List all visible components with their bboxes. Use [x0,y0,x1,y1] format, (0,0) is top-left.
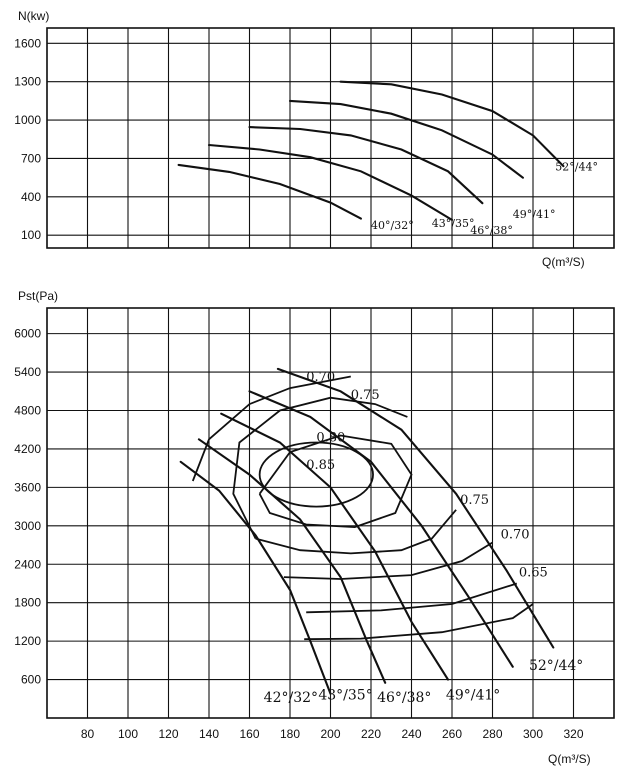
power-chart: N(kw) Q(m³/S) 100 400 700 1000 1300 1600 40°/3… [14,9,615,269]
pressure-chart: Pst(Pa) Q(m³/S) 600 1200 1800 2400 3000 3600 4… [14,289,615,766]
pressure-x-tick-label: 80 [81,727,95,741]
power-plot-frame [46,27,615,249]
pressure-curve [197,438,387,684]
pressure-x-tick-label: 260 [442,727,462,741]
pressure-curve-label: 46°/38° [377,690,431,706]
pressure-curve-label: 49°/41° [446,687,500,703]
efficiency-contour [258,434,413,529]
pressure-y-tick-label: 600 [21,673,41,687]
efficiency-contour [304,603,534,641]
pressure-curve [179,460,332,695]
pressure-curve [220,412,450,681]
power-curve [207,143,454,221]
efficiency-contour [306,582,518,614]
pressure-x-tick-label: 160 [239,727,259,741]
power-curve [248,126,484,205]
pressure-x-tick-label: 280 [482,727,502,741]
efficiency-label: 0.85 [306,458,335,473]
pressure-x-tick-label: 240 [401,727,421,741]
pressure-y-tick-label: 2400 [14,557,41,571]
pressure-x-tick-label: 140 [199,727,219,741]
efficiency-contour [191,375,351,482]
power-curve-label: 52°/44° [555,161,598,174]
efficiency-label: 0.75 [460,493,489,508]
power-curve [177,163,362,220]
power-y-tick-label: 700 [21,151,41,165]
power-y-tick-label: 1600 [14,36,41,50]
efficiency-label: 0.80 [316,430,345,445]
pressure-y-tick-label: 3000 [14,519,41,533]
power-y-tick-label: 100 [21,228,41,242]
power-y-tick-label: 1300 [14,75,41,89]
pressure-x-tick-label: 180 [280,727,300,741]
power-curve-label: 43°/35° [432,217,475,230]
pressure-flow-axis-title: Q(m³/S) [548,752,591,766]
pressure-y-tick-label: 4200 [14,442,41,456]
pressure-y-tick-label: 3600 [14,480,41,494]
power-y-tick-label: 400 [21,190,41,204]
power-curve-label: 40°/32° [371,219,414,232]
pressure-y-tick-label: 6000 [14,327,41,341]
pressure-y-tick-label: 1800 [14,596,41,610]
pressure-y-tick-label: 5400 [14,365,41,379]
power-y-tick-label: 1000 [14,113,41,127]
pressure-x-tick-label: 120 [158,727,178,741]
pressure-curve-label: 43°/35° [318,687,372,703]
pressure-curve [248,390,514,668]
power-curve [339,80,565,168]
pressure-y-tick-label: 1200 [14,634,41,648]
pressure-axis-title: Pst(Pa) [18,289,58,303]
pressure-x-tick-label: 320 [563,727,583,741]
power-curve-label: 49°/41° [513,208,556,221]
power-curve-label: 46°/38° [470,224,513,237]
power-flow-axis-title: Q(m³/S) [542,255,585,269]
pressure-curve-label: 52°/44° [529,658,583,674]
efficiency-contour [232,396,408,540]
pressure-curve-label: 42°/32° [264,690,318,706]
pressure-x-tick-label: 300 [523,727,543,741]
efficiency-label: 0.75 [351,388,380,403]
efficiency-label: 0.70 [306,370,335,385]
pressure-x-tick-label: 200 [320,727,340,741]
pressure-plot-frame [46,307,615,719]
pressure-y-tick-label: 4800 [14,404,41,418]
pressure-x-tick-label: 220 [361,727,381,741]
pressure-x-tick-label: 100 [118,727,138,741]
power-axis-title: N(kw) [18,9,49,23]
efficiency-contour [283,541,493,580]
pressure-curve [276,367,555,649]
power-curve [288,99,524,179]
efficiency-label: 0.70 [501,528,530,543]
efficiency-label: 0.65 [519,565,548,580]
